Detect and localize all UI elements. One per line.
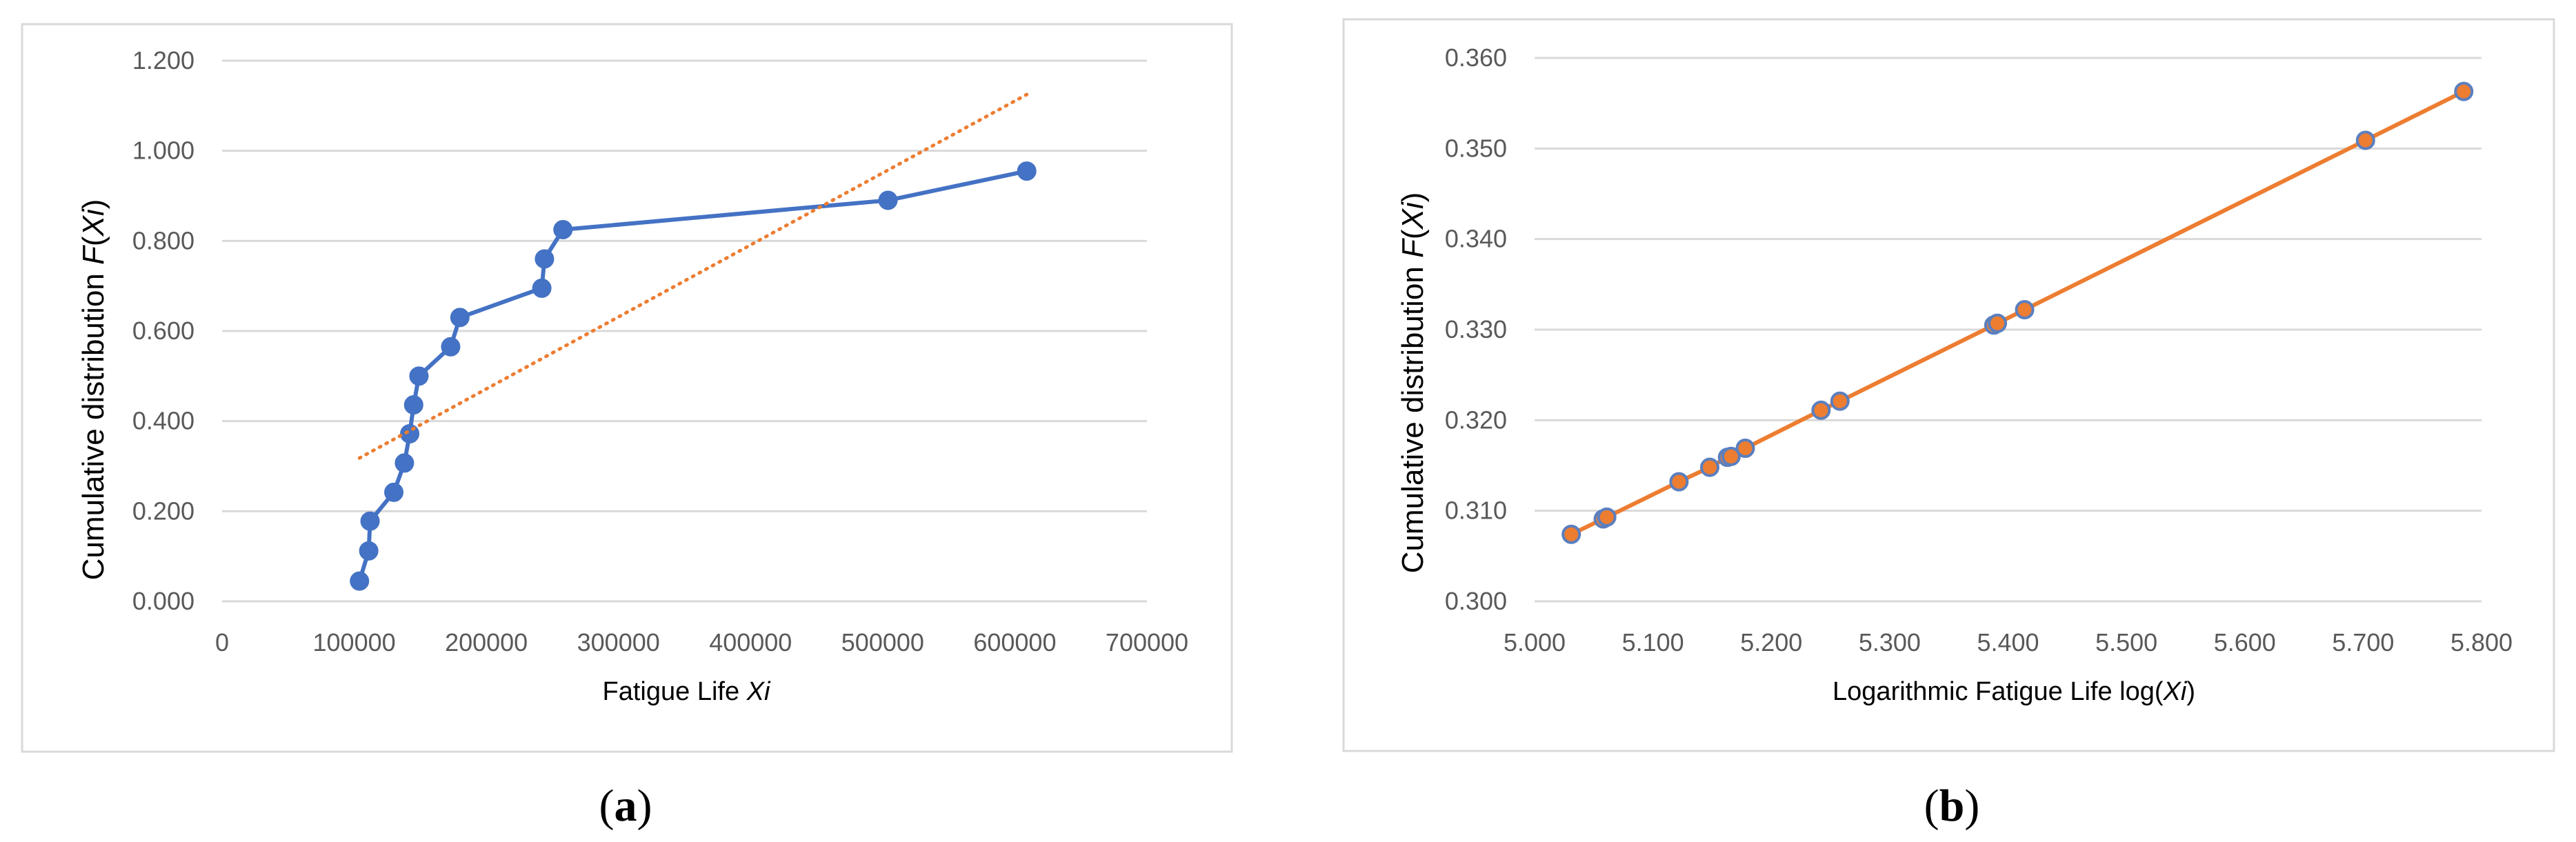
data-point	[350, 571, 370, 591]
x-tick-label: 5.600	[2214, 628, 2276, 656]
data-point	[2015, 300, 2035, 320]
chart-a-x-tick-labels: 0 100000 200000 300000 400000 500000 600000 700…	[215, 628, 1188, 656]
y-tick-label: 0.320	[1445, 405, 1507, 434]
panel-a-label: (a)	[599, 781, 652, 831]
x-tick-label: 100000	[313, 628, 396, 656]
data-point	[1721, 446, 1741, 466]
chart-b-gridlines	[1535, 57, 2482, 603]
y-tick-label: 0.400	[132, 407, 194, 435]
data-point	[2355, 130, 2375, 150]
data-point	[360, 511, 380, 531]
data-point	[1811, 400, 1831, 420]
y-tick-label: 0.360	[1445, 43, 1507, 72]
x-tick-label: 0	[215, 628, 229, 656]
x-tick-label: 300000	[577, 628, 660, 656]
x-tick-label: 5.300	[1859, 628, 1921, 656]
chart-a-y-tick-labels: 0.000 0.200 0.400 0.600 0.800 1.000 1.200	[132, 46, 194, 615]
chart-a-frame	[21, 23, 1233, 753]
data-point	[553, 220, 573, 239]
chart-a-y-axis-title: Cumulative distribution F(Xi)	[77, 199, 110, 581]
x-tick-label: 500000	[841, 628, 924, 656]
chart-panel-a: 0.000 0.200 0.400 0.600 0.800 1.000 1.200 0 100…	[21, 23, 1233, 753]
data-point	[1830, 391, 1850, 411]
x-tick-label: 5.000	[1504, 628, 1566, 656]
data-point	[359, 541, 379, 561]
x-tick-label: 5.400	[1977, 628, 2039, 656]
x-tick-label: 5.200	[1740, 628, 1802, 656]
panel-b-label: (b)	[1924, 781, 1980, 831]
chart-b-x-tick-labels: 5.000 5.100 5.200 5.300 5.400 5.500 5.600 5.700…	[1504, 628, 2513, 656]
chart-b-x-axis-title: Logarithmic Fatigue Life log(Xi)	[1833, 677, 2195, 706]
y-tick-label: 0.800	[132, 226, 194, 254]
data-point	[2454, 81, 2474, 101]
y-tick-label: 0.330	[1445, 315, 1507, 343]
y-tick-label: 0.350	[1445, 134, 1507, 162]
data-point	[1669, 472, 1689, 492]
y-tick-label: 1.000	[132, 137, 194, 165]
chart-b-frame	[1342, 18, 2555, 752]
chart-b-series	[1561, 81, 2474, 544]
trendline	[357, 92, 1029, 460]
chart-b-y-axis-title: Cumulative distribution F(Xi)	[1396, 192, 1430, 574]
chart-b-y-tick-labels: 0.300 0.310 0.320 0.330 0.340 0.350 0.360	[1445, 43, 1507, 615]
x-tick-label: 700000	[1106, 628, 1188, 656]
data-point	[1561, 524, 1581, 544]
x-tick-label: 5.100	[1622, 628, 1684, 656]
data-point	[1017, 161, 1037, 181]
y-tick-label: 0.310	[1445, 497, 1507, 525]
x-tick-label: 5.800	[2450, 628, 2513, 656]
data-point	[384, 482, 404, 502]
data-point	[1597, 507, 1617, 527]
chart-panel-b: 0.300 0.310 0.320 0.330 0.340 0.350 0.360 5.00…	[1342, 18, 2555, 752]
data-point	[878, 190, 898, 210]
y-tick-label: 0.600	[132, 317, 194, 345]
x-tick-label: 200000	[445, 628, 528, 656]
y-tick-label: 1.200	[132, 46, 194, 74]
x-tick-label: 600000	[973, 628, 1056, 656]
data-point	[403, 395, 423, 415]
x-tick-label: 5.700	[2332, 628, 2394, 656]
data-point	[409, 366, 429, 386]
x-tick-label: 400000	[709, 628, 792, 656]
data-point	[535, 249, 555, 269]
y-tick-label: 0.340	[1445, 225, 1507, 253]
chart-a-x-axis-title: Fatigue Life Xi	[603, 677, 771, 706]
data-point	[395, 453, 415, 473]
data-point	[441, 337, 461, 357]
data-point	[532, 278, 552, 298]
data-point	[1988, 313, 2008, 333]
y-tick-label: 0.200	[132, 497, 194, 525]
y-tick-label: 0.000	[132, 587, 194, 615]
data-point	[1700, 457, 1720, 477]
y-tick-label: 0.300	[1445, 587, 1507, 615]
x-tick-label: 5.500	[2095, 628, 2157, 656]
data-point	[450, 308, 470, 328]
data-point	[1735, 439, 1755, 459]
chart-a-series	[350, 92, 1037, 591]
